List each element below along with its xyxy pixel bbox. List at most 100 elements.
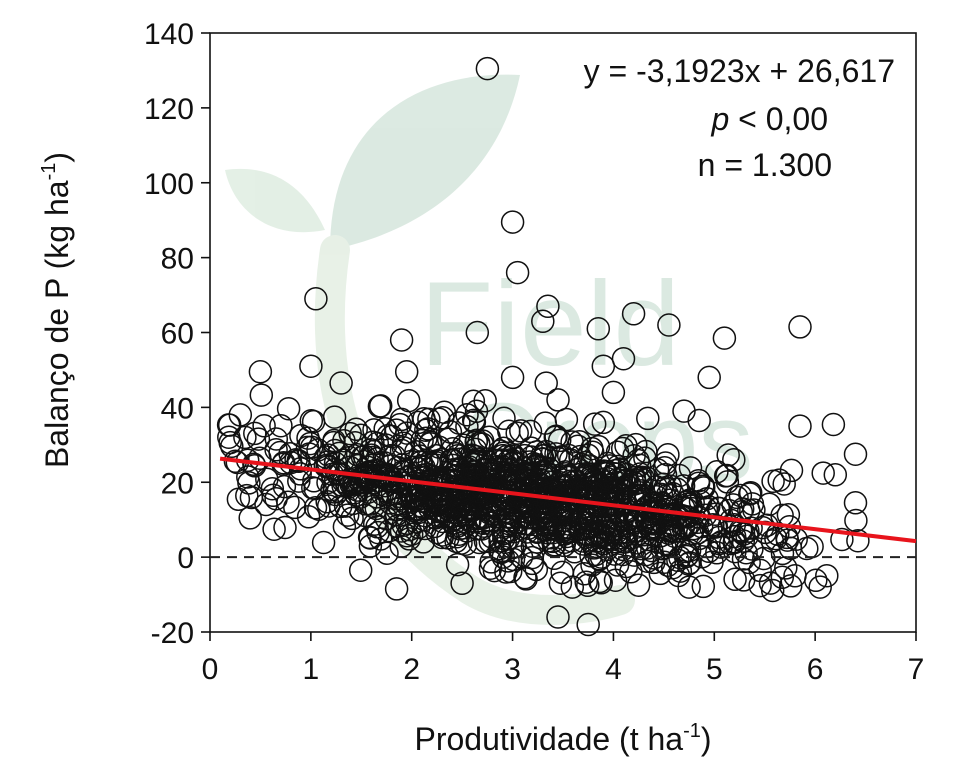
data-point bbox=[723, 567, 747, 592]
data-point bbox=[738, 480, 763, 505]
data-point bbox=[494, 560, 518, 584]
data-point bbox=[525, 440, 549, 464]
data-point bbox=[658, 474, 682, 498]
data-point bbox=[450, 571, 474, 596]
data-point bbox=[462, 460, 487, 484]
data-point bbox=[332, 428, 356, 453]
data-point bbox=[795, 536, 819, 561]
data-point bbox=[264, 427, 289, 451]
data-point bbox=[501, 547, 526, 572]
x-axis-title-sup: -1 bbox=[683, 720, 701, 742]
data-point bbox=[552, 533, 576, 558]
data-point bbox=[672, 399, 696, 423]
data-point bbox=[243, 421, 267, 446]
data-point bbox=[373, 416, 397, 441]
data-point bbox=[338, 421, 362, 446]
data-point bbox=[544, 442, 568, 466]
x-tick-label: 4 bbox=[605, 653, 622, 686]
data-point bbox=[362, 418, 386, 442]
data-point bbox=[296, 505, 321, 529]
data-point bbox=[455, 402, 479, 427]
data-point bbox=[778, 574, 803, 598]
data-point bbox=[524, 557, 549, 582]
data-point bbox=[515, 490, 539, 515]
data-point bbox=[387, 484, 412, 509]
data-point bbox=[304, 287, 328, 311]
data-point bbox=[483, 493, 508, 518]
data-point bbox=[264, 438, 288, 462]
data-point bbox=[445, 552, 470, 577]
data-point bbox=[536, 294, 560, 319]
data-point bbox=[233, 425, 257, 450]
data-point bbox=[576, 573, 600, 598]
y-tick-label: 100 bbox=[144, 168, 194, 201]
data-point bbox=[407, 497, 431, 522]
data-point bbox=[374, 479, 398, 504]
data-point bbox=[238, 506, 262, 530]
data-point bbox=[566, 434, 590, 458]
data-point bbox=[509, 419, 533, 443]
data-point bbox=[815, 563, 839, 588]
data-point bbox=[722, 448, 746, 472]
y-axis-title-sup: -1 bbox=[38, 163, 60, 181]
data-point bbox=[276, 396, 301, 421]
data-point bbox=[653, 451, 678, 475]
data-point bbox=[598, 514, 622, 538]
y-tick-label: 140 bbox=[144, 18, 194, 51]
data-point bbox=[576, 612, 600, 637]
p-value-label: p < 0,00 bbox=[710, 101, 828, 137]
data-point bbox=[697, 365, 721, 390]
data-point bbox=[299, 354, 323, 378]
data-point bbox=[610, 477, 634, 502]
data-point bbox=[612, 469, 636, 493]
data-point bbox=[558, 469, 582, 494]
data-point bbox=[406, 410, 431, 435]
data-point bbox=[413, 503, 437, 528]
x-tick-label: 2 bbox=[403, 653, 420, 686]
y-tick-label: -20 bbox=[151, 617, 194, 650]
data-point bbox=[543, 493, 568, 517]
data-point bbox=[260, 476, 285, 501]
data-point bbox=[657, 313, 681, 337]
data-point bbox=[286, 448, 311, 473]
data-point bbox=[774, 556, 798, 580]
data-point bbox=[498, 505, 523, 529]
data-point bbox=[315, 453, 340, 478]
data-point bbox=[705, 541, 729, 565]
data-point bbox=[503, 498, 528, 523]
data-point bbox=[811, 461, 835, 485]
data-point bbox=[677, 575, 701, 599]
data-point bbox=[843, 442, 868, 466]
y-tick-label: 60 bbox=[161, 318, 194, 351]
data-point bbox=[362, 512, 387, 536]
data-point bbox=[750, 515, 775, 540]
data-point bbox=[626, 573, 651, 597]
data-point bbox=[262, 517, 286, 541]
data-point bbox=[466, 517, 491, 541]
data-point bbox=[500, 535, 525, 560]
data-point bbox=[494, 444, 519, 469]
data-point bbox=[311, 530, 336, 555]
data-point bbox=[758, 571, 783, 595]
data-point bbox=[582, 412, 607, 436]
data-point bbox=[239, 485, 264, 510]
data-point bbox=[323, 438, 347, 463]
data-point bbox=[303, 495, 328, 520]
data-point bbox=[574, 570, 598, 594]
data-point bbox=[410, 463, 434, 488]
data-point bbox=[738, 482, 762, 506]
data-point bbox=[531, 309, 555, 334]
data-point bbox=[767, 468, 791, 492]
data-point bbox=[778, 536, 803, 561]
data-point bbox=[469, 494, 493, 518]
data-point bbox=[731, 568, 756, 592]
data-point bbox=[456, 444, 481, 468]
y-tick-label: 0 bbox=[177, 542, 194, 575]
data-point bbox=[601, 380, 626, 405]
y-axis-title-text: Balanço de P (kg ha bbox=[39, 180, 75, 468]
data-point bbox=[332, 515, 357, 539]
data-point bbox=[315, 489, 339, 514]
x-tick-label: 1 bbox=[303, 653, 320, 686]
data-point bbox=[523, 478, 548, 503]
data-point bbox=[770, 541, 795, 566]
